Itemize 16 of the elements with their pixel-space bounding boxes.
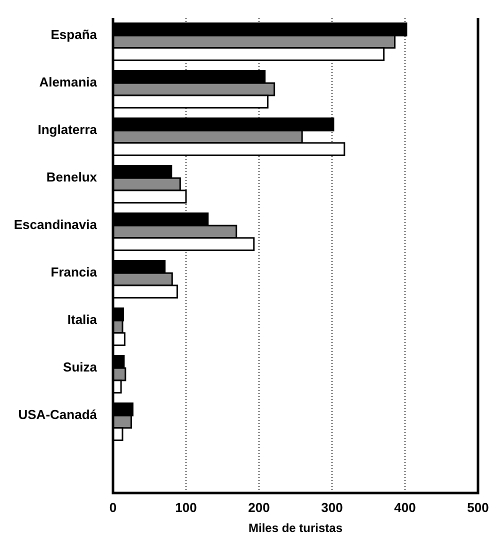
- y-tick-label: USA-Canadá: [18, 407, 98, 422]
- y-tick-label: Francia: [50, 264, 98, 280]
- x-tick-label: 100: [175, 500, 197, 516]
- y-tick-label: España: [50, 27, 98, 42]
- x-tick-label: 200: [248, 500, 270, 516]
- x-axis-title: Miles de turistas: [248, 521, 343, 535]
- x-tick-label: 300: [321, 500, 343, 516]
- x-tick-label: 400: [394, 500, 416, 516]
- y-tick-label: Escandinavia: [14, 217, 98, 232]
- y-tick-label: Inglaterra: [38, 122, 98, 138]
- x-tick-label: 0: [109, 500, 117, 516]
- y-tick-label: Italia: [67, 312, 98, 328]
- y-tick-label: Benelux: [46, 170, 98, 185]
- y-tick-label: Alemania: [39, 74, 98, 90]
- x-tick-label: 500: [467, 500, 489, 516]
- y-tick-label: Suiza: [63, 360, 98, 375]
